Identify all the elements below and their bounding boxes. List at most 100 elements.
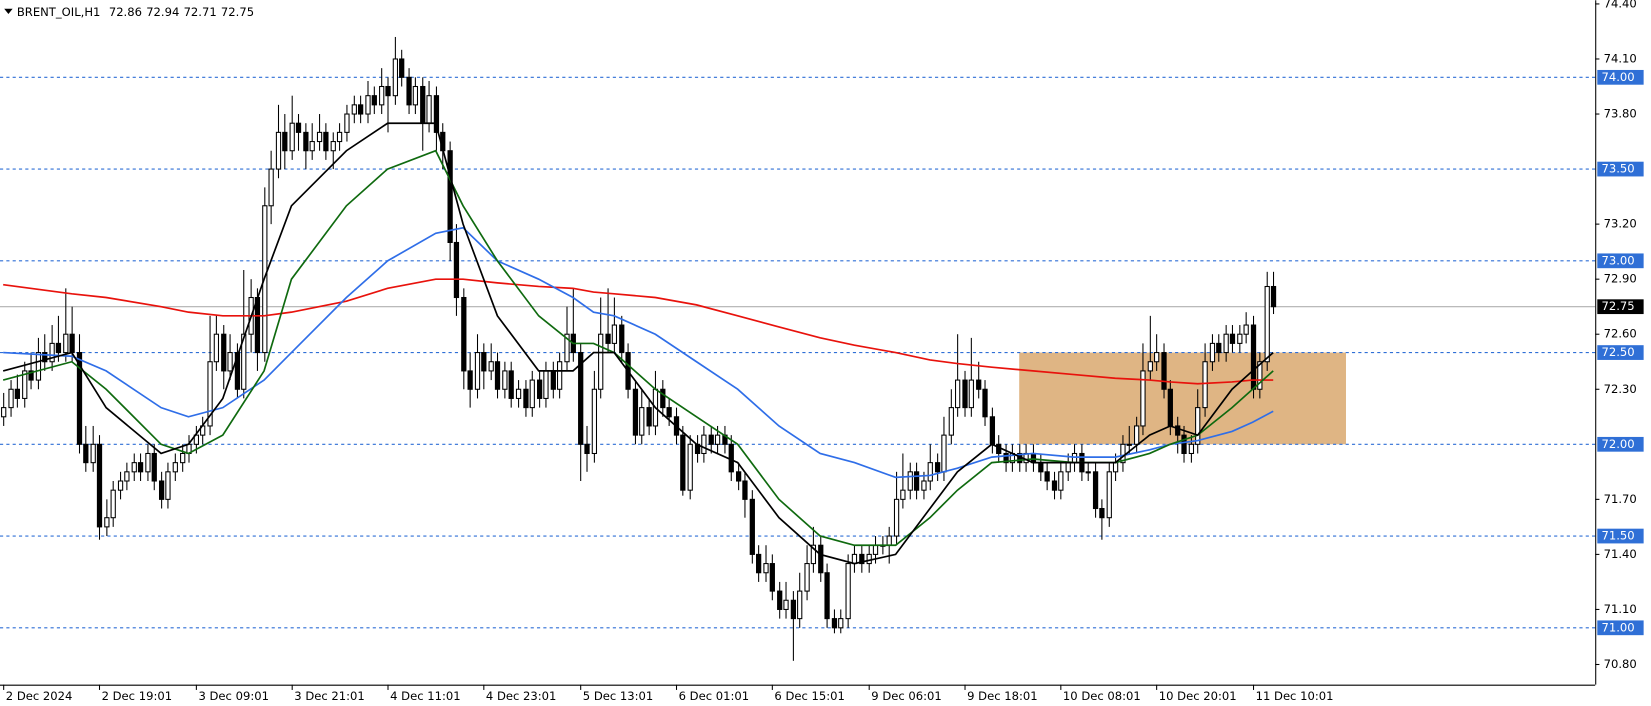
candle-body (1140, 370, 1146, 427)
candle-body (55, 342, 62, 354)
high: 72.94 (146, 4, 179, 18)
y-tick-label: 71.10 (1604, 602, 1637, 616)
candle-body (1264, 285, 1270, 363)
candle-body (810, 544, 817, 565)
candle-body (598, 333, 604, 390)
candle-body (660, 388, 666, 409)
candle-body (96, 443, 103, 528)
candle-body (227, 352, 233, 372)
candle-body (165, 471, 171, 500)
candle-body (550, 370, 556, 390)
candle-body (221, 333, 227, 372)
level-label-box (1597, 253, 1644, 269)
candle-body (1167, 388, 1173, 427)
candle-body (151, 452, 157, 482)
level-label-box (1597, 528, 1644, 544)
candle-body (90, 443, 96, 464)
x-tick-label: 6 Dec 15:01 (774, 689, 845, 703)
candle-body (955, 379, 961, 409)
candle-body (22, 370, 28, 399)
candle-body (913, 471, 920, 491)
level-label: 71.00 (1602, 620, 1635, 634)
candle-body (893, 498, 900, 537)
level-label-box (1597, 620, 1644, 636)
candle-body (426, 95, 432, 124)
candle-body (804, 563, 810, 592)
candle-body (783, 599, 789, 610)
candle-body (412, 85, 419, 106)
candle-body (508, 370, 514, 399)
candle-body (481, 352, 487, 372)
candle-body (8, 388, 14, 409)
candle-body (1257, 361, 1263, 390)
candle-body (180, 452, 186, 464)
candle-body (447, 150, 453, 243)
y-tick-label: 72.30 (1604, 382, 1637, 396)
candle-body (1058, 471, 1064, 491)
candle-body (1044, 471, 1050, 482)
candle-body (131, 462, 137, 473)
x-tick-label: 2 Dec 2024 (6, 689, 73, 703)
candle-body (1175, 425, 1181, 436)
candle-body (1216, 342, 1222, 354)
candle-body (1126, 443, 1132, 446)
candle-body (708, 434, 714, 445)
indicator-line (2, 122, 1274, 565)
y-tick-label: 74.40 (1604, 0, 1637, 10)
candle-body (900, 489, 906, 500)
candle-body (344, 113, 350, 133)
candle-body (838, 618, 844, 629)
y-tick-label: 70.80 (1604, 657, 1637, 671)
candle-body (502, 370, 508, 390)
candle-body (461, 296, 467, 372)
candle-body (1243, 324, 1249, 335)
x-tick-label: 2 Dec 19:01 (102, 689, 172, 703)
indicator-line (3, 226, 1274, 479)
candle-body (646, 407, 652, 427)
candle-body (76, 352, 83, 445)
candle-body (213, 333, 220, 363)
level-label: 72.00 (1602, 437, 1635, 451)
level-label: 73.50 (1602, 162, 1635, 176)
candle-body (564, 333, 570, 363)
candle-body (529, 379, 535, 409)
candle-body (976, 379, 982, 390)
candle-body (28, 370, 34, 381)
candle-body (474, 352, 481, 390)
candle-body (742, 480, 748, 500)
candle-body (515, 388, 522, 399)
candle-body (536, 379, 543, 399)
x-tick-label: 3 Dec 21:01 (294, 689, 365, 703)
x-tick-label: 9 Dec 18:01 (967, 689, 1038, 703)
candle-body (714, 434, 721, 445)
indicator-line (2, 149, 1274, 547)
candle-body (666, 407, 672, 418)
level-label-box (1597, 69, 1644, 85)
header: BRENT_OIL,H1 72.86 72.94 72.71 72.75 (17, 4, 254, 18)
candle-body (968, 379, 974, 409)
level-label-box (1597, 436, 1644, 452)
zone (1019, 352, 1346, 445)
y-tick-label: 73.20 (1604, 217, 1637, 231)
candle-body (824, 572, 830, 620)
candle-body (49, 342, 55, 363)
candle-body (736, 471, 742, 482)
candle-body (1147, 361, 1153, 372)
candle-body (295, 122, 302, 133)
candle-body (948, 407, 954, 436)
candle-body (1003, 452, 1009, 464)
candle-body (83, 443, 89, 464)
candle-body (158, 480, 165, 500)
candle-body (680, 434, 686, 491)
candle-body (467, 370, 473, 390)
candle-body (1181, 434, 1187, 455)
candle-body (357, 104, 364, 115)
y-tick-label: 72.60 (1604, 327, 1637, 341)
candle-body (453, 241, 460, 299)
candle-body (584, 443, 590, 455)
candle-body (392, 58, 399, 97)
symbol: BRENT_OIL,H1 (17, 4, 101, 18)
candle-body (351, 104, 357, 115)
x-tick-label: 10 Dec 20:01 (1159, 689, 1237, 703)
candle-body (769, 563, 775, 592)
